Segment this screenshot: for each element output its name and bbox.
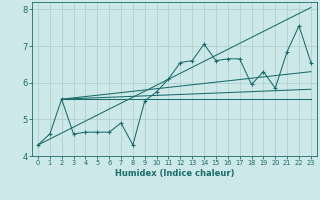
X-axis label: Humidex (Indice chaleur): Humidex (Indice chaleur) [115, 169, 234, 178]
